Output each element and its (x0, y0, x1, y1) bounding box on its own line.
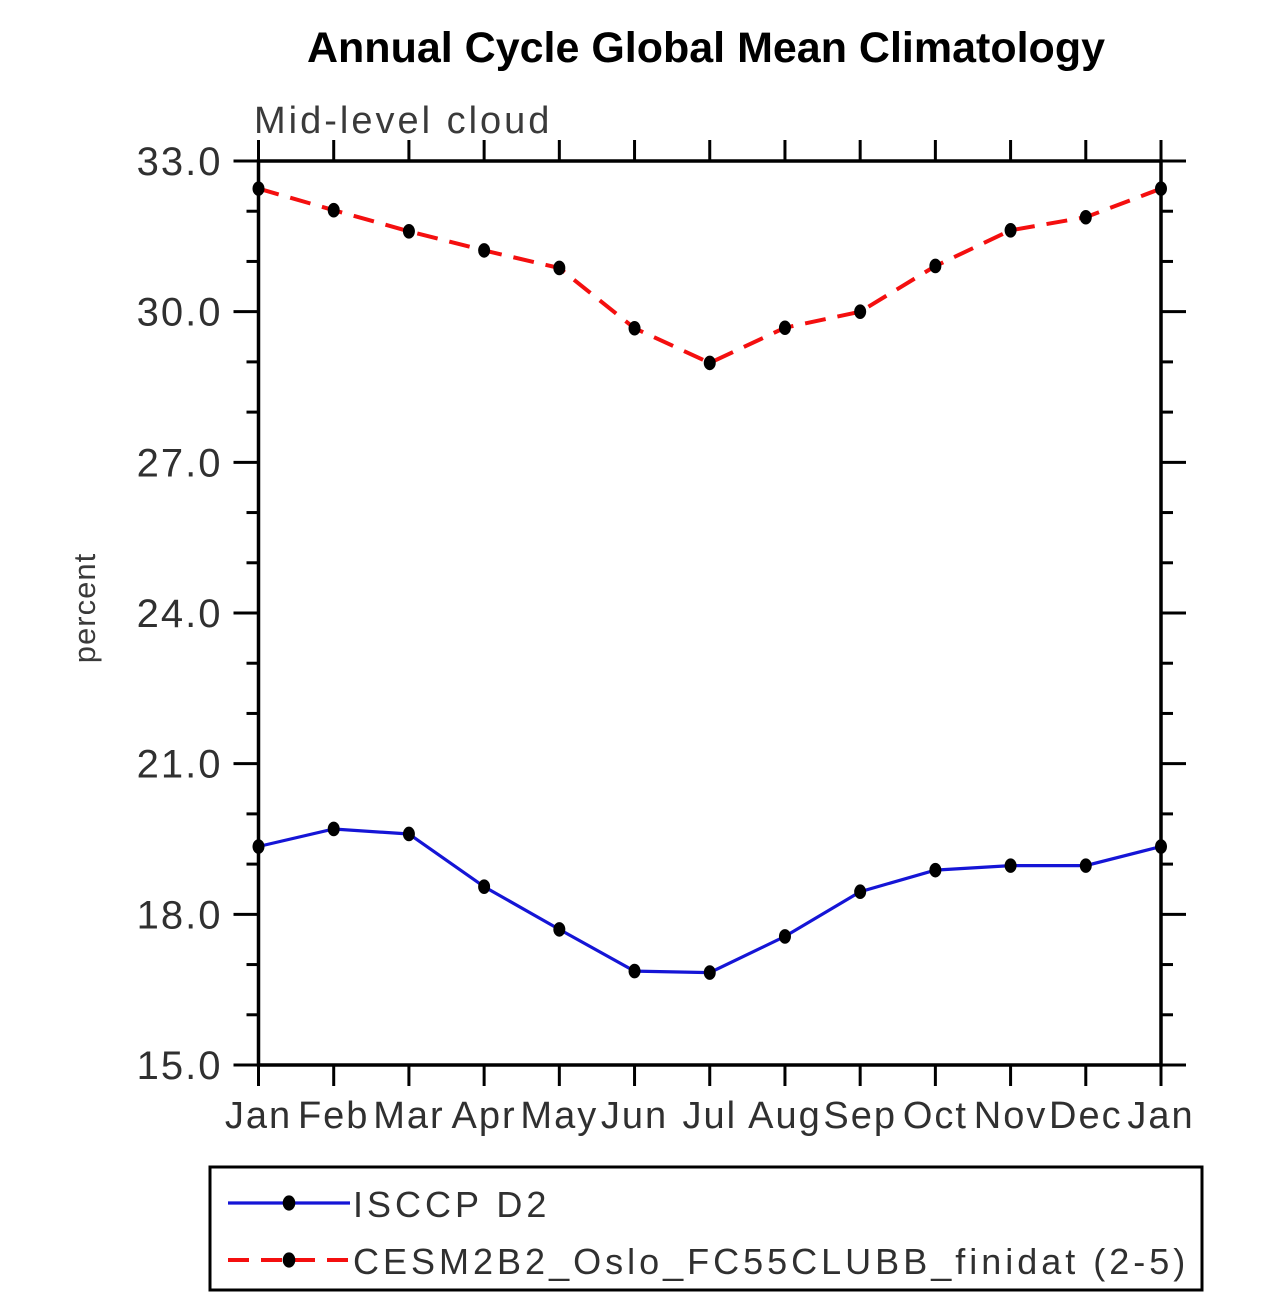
data-point-marker (703, 355, 716, 371)
data-point-marker (929, 258, 942, 274)
legend-label: ISCCP D2 (353, 1184, 550, 1225)
x-tick-label-aug-7: Aug (748, 1095, 822, 1137)
x-tick-label-jan-12: Jan (1127, 1095, 1194, 1137)
data-point-marker (478, 879, 491, 895)
legend-item-cesm2b2-oslo-fc55clubb-finidat-2-5: CESM2B2_Oslo_FC55CLUBB_finidat (2-5) (228, 1241, 1189, 1282)
data-point-marker (854, 304, 867, 319)
legend-label: CESM2B2_Oslo_FC55CLUBB_finidat (2-5) (353, 1241, 1189, 1282)
data-point-marker (1004, 223, 1017, 238)
data-point-marker (778, 929, 791, 944)
x-tick-label-mar-2: Mar (373, 1095, 444, 1137)
data-point-marker (327, 202, 340, 218)
series-line-cesm2b2-oslo-fc55clubb-finidat-2-5 (257, 186, 1162, 366)
y-tick-label: 33.0 (137, 140, 223, 184)
y-tick-label: 18.0 (137, 893, 223, 937)
data-point-marker (553, 922, 566, 937)
y-tick-label: 15.0 (137, 1044, 223, 1088)
data-point-marker (703, 965, 716, 980)
data-point-marker (478, 243, 491, 258)
x-tick-labels: Jan Feb Mar Apr May Jun Jul Aug Sep Oct Nov Dec Jan (225, 1095, 1194, 1137)
data-point-marker (553, 260, 566, 276)
data-point-marker (327, 821, 340, 837)
legend-box: ISCCP D2 CESM2B2_Oslo_FC55CLUBB_finidat (… (208, 1165, 1204, 1292)
data-point-marker (1004, 858, 1017, 873)
y-tick-label: 30.0 (137, 291, 223, 335)
y-tick-labels: 15.0 18.0 21.0 24.0 27.0 30.0 33.0 (137, 140, 223, 1088)
series-isccp-d2 (252, 821, 1167, 980)
data-point-marker (628, 320, 641, 336)
data-point-marker (402, 826, 415, 842)
y-tick-label: 21.0 (137, 743, 223, 787)
series-cesm2b2-oslo-fc55clubb-finidat-2-5 (252, 181, 1167, 371)
legend-marker (282, 1195, 296, 1211)
y-ticks (233, 159, 1186, 1067)
x-ticks (257, 140, 1163, 1086)
data-point-marker (778, 320, 791, 336)
x-tick-label-sep-8: Sep (823, 1095, 897, 1137)
data-point-marker (252, 181, 265, 196)
data-point-marker (628, 963, 641, 979)
data-point-marker (929, 862, 942, 878)
legend-marker (282, 1252, 296, 1268)
x-tick-label-nov-10: Nov (974, 1095, 1048, 1137)
x-tick-label-dec-11: Dec (1049, 1095, 1123, 1137)
x-tick-label-feb-1: Feb (298, 1095, 369, 1137)
x-tick-label-may-4: May (520, 1095, 598, 1137)
x-tick-label-jun-5: Jun (601, 1095, 668, 1137)
y-axis-label: percent (67, 553, 102, 663)
chart-title: Annual Cycle Global Mean Climatology (307, 24, 1105, 72)
x-tick-label-jan-0: Jan (225, 1095, 292, 1137)
data-point-marker (1155, 181, 1167, 196)
data-point-marker (1079, 858, 1092, 873)
legend-frame (208, 1165, 1204, 1292)
data-point-marker (402, 224, 415, 239)
x-tick-label-apr-3: Apr (452, 1095, 517, 1137)
data-point-marker (854, 884, 867, 900)
series-line-isccp-d2 (258, 827, 1162, 975)
plot-frame (256, 159, 1163, 1067)
data-point-marker (1079, 209, 1092, 225)
chart-subtitle: Mid-level cloud (254, 100, 552, 142)
legend-item-isccp-d2: ISCCP D2 (228, 1184, 550, 1225)
data-point-marker (1155, 839, 1167, 854)
y-tick-label: 27.0 (137, 441, 223, 485)
x-tick-label-oct-9: Oct (903, 1095, 968, 1137)
data-point-marker (252, 839, 265, 854)
y-tick-label: 24.0 (137, 592, 223, 636)
x-tick-label-jul-6: Jul (682, 1095, 737, 1137)
